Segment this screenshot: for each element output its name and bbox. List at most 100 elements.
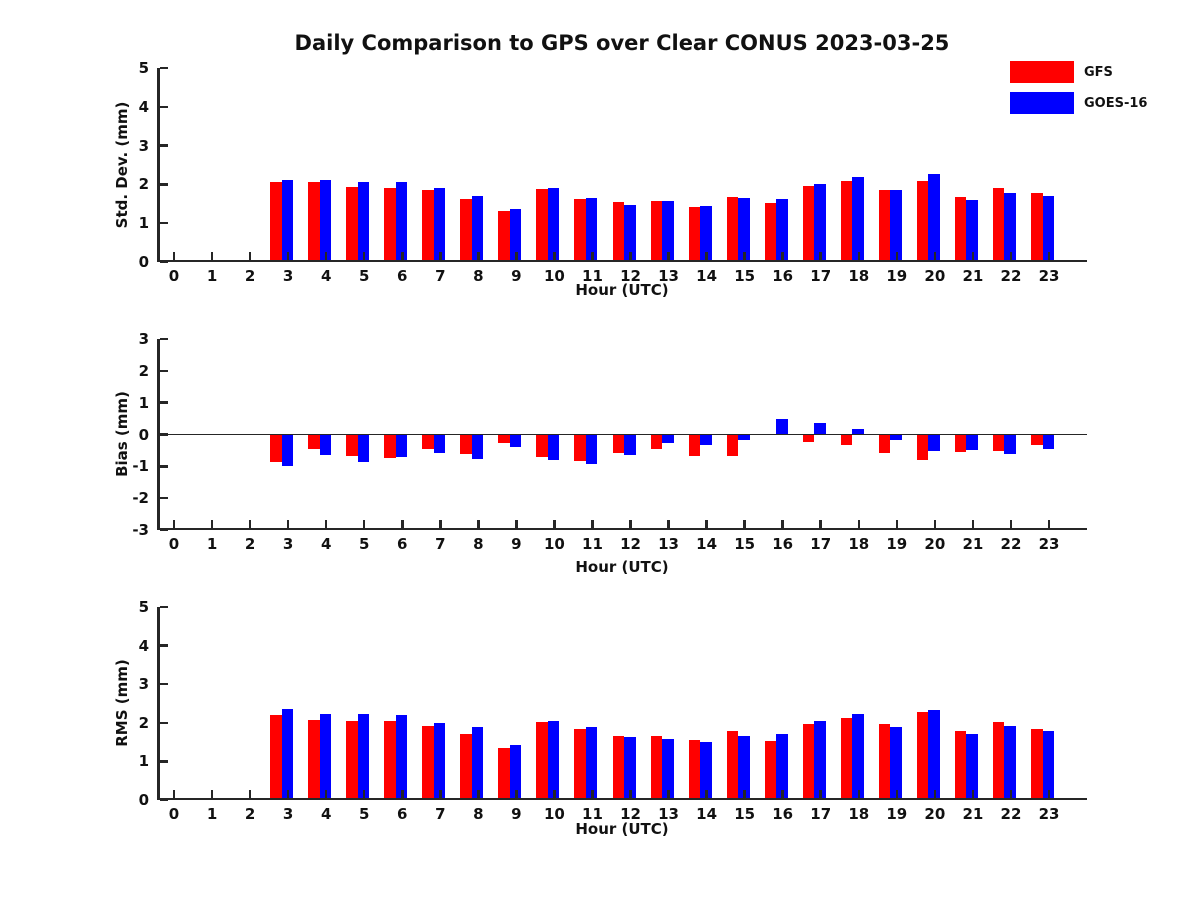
x-tick-label: 16 bbox=[772, 267, 794, 285]
x-tick-label: 22 bbox=[1000, 805, 1022, 823]
gfs-bar bbox=[688, 206, 701, 262]
goes16-bar bbox=[547, 720, 560, 800]
gfs-bar bbox=[840, 180, 853, 262]
x-tick-mark bbox=[857, 789, 861, 798]
gfs-bar bbox=[536, 722, 548, 800]
gfs-bar bbox=[726, 730, 739, 800]
gfs-bar bbox=[574, 728, 586, 800]
x-tick-mark bbox=[933, 519, 937, 528]
x-tick-mark bbox=[248, 519, 252, 528]
goes16-bar bbox=[395, 181, 408, 262]
x-tick-mark bbox=[172, 789, 176, 798]
x-tick-mark bbox=[477, 251, 480, 260]
x-tick-mark bbox=[172, 519, 176, 528]
x-tick-label: 20 bbox=[924, 267, 946, 285]
x-tick-label: 9 bbox=[511, 535, 522, 553]
legend-label-goes16: GOES-16 bbox=[1084, 95, 1148, 111]
y-tick-mark bbox=[159, 260, 168, 264]
gfs-bar bbox=[992, 187, 1005, 262]
x-tick-label: 20 bbox=[924, 805, 946, 823]
x-tick-label: 6 bbox=[397, 805, 408, 823]
gfs-bar bbox=[270, 182, 282, 262]
y-tick-mark bbox=[159, 401, 168, 404]
goes16-bar bbox=[700, 742, 712, 800]
x-tick-mark bbox=[362, 789, 366, 798]
x-tick-label: 9 bbox=[511, 267, 522, 285]
gfs-bar bbox=[460, 199, 472, 262]
goes16-bar bbox=[433, 434, 446, 453]
x-tick-label: 15 bbox=[734, 267, 756, 285]
x-tick-label: 15 bbox=[734, 535, 756, 553]
x-tick-mark bbox=[781, 789, 784, 798]
gfs-bar bbox=[346, 434, 358, 457]
goes16-bar bbox=[852, 176, 864, 262]
x-tick-label: 6 bbox=[397, 535, 408, 553]
goes16-bar bbox=[357, 434, 370, 462]
goes16-bar bbox=[547, 434, 560, 460]
gfs-bar bbox=[308, 182, 320, 262]
x-tick-label: 21 bbox=[962, 805, 984, 823]
x-tick-label: 13 bbox=[658, 267, 679, 285]
gfs-bar bbox=[346, 187, 358, 262]
gfs-bar bbox=[878, 190, 891, 262]
x-tick-label: 3 bbox=[282, 535, 294, 553]
x-tick-label: 13 bbox=[658, 535, 679, 553]
x-tick-label: 14 bbox=[696, 805, 718, 823]
goes16-bar bbox=[814, 720, 826, 800]
x-tick-mark bbox=[401, 789, 404, 798]
goes16-bar bbox=[1004, 434, 1016, 455]
gfs-bar bbox=[878, 434, 891, 453]
x-tick-mark bbox=[439, 519, 442, 528]
x-tick-mark bbox=[1009, 251, 1013, 260]
gfs-bar bbox=[422, 725, 434, 800]
gfs-bar bbox=[1031, 728, 1043, 800]
x-tick-label: 12 bbox=[620, 805, 641, 823]
x-tick-label: 1 bbox=[206, 267, 218, 285]
x-tick-mark bbox=[667, 251, 670, 260]
goes16-bar bbox=[890, 434, 902, 440]
y-tick-label: 2 bbox=[138, 361, 149, 380]
x-tick-label: 5 bbox=[358, 267, 370, 285]
y-tick-label: 3 bbox=[138, 136, 149, 155]
goes16-bar bbox=[966, 434, 978, 451]
goes16-bar bbox=[624, 737, 636, 800]
x-tick-mark bbox=[591, 251, 594, 260]
gfs-bar bbox=[270, 434, 282, 462]
gfs-bar bbox=[536, 434, 548, 458]
y-tick-mark bbox=[159, 105, 168, 109]
y-tick-mark bbox=[159, 644, 168, 647]
goes16-bar bbox=[928, 174, 940, 262]
x-tick-label: 3 bbox=[282, 805, 294, 823]
gfs-bar bbox=[422, 434, 434, 450]
goes16-bar bbox=[471, 727, 484, 800]
y-tick-label: 2 bbox=[138, 175, 149, 194]
gfs-color-swatch bbox=[1010, 61, 1074, 83]
y-tick-mark bbox=[159, 183, 168, 186]
x-tick-mark bbox=[401, 251, 404, 260]
y-tick-label: 0 bbox=[138, 253, 149, 271]
goes16-bar bbox=[281, 179, 294, 262]
x-tick-label: 4 bbox=[320, 267, 332, 285]
x-tick-mark bbox=[743, 519, 746, 528]
x-tick-label: 10 bbox=[543, 805, 565, 823]
goes16-bar bbox=[395, 714, 408, 800]
gfs-bar bbox=[574, 434, 586, 462]
x-tick-mark bbox=[629, 789, 632, 798]
x-tick-mark bbox=[439, 789, 442, 798]
x-tick-mark bbox=[286, 251, 290, 260]
goes16-bar bbox=[319, 434, 332, 455]
y-axis-line bbox=[157, 339, 160, 530]
x-tick-mark bbox=[705, 789, 708, 798]
x-tick-mark bbox=[362, 251, 366, 260]
x-tick-label: 8 bbox=[473, 267, 484, 285]
x-tick-mark bbox=[515, 251, 518, 260]
x-tick-mark bbox=[286, 519, 290, 528]
x-tick-mark bbox=[1047, 251, 1051, 260]
x-tick-label: 22 bbox=[1000, 535, 1022, 553]
gfs-bar bbox=[650, 200, 663, 262]
bias-x-axis-label: Hour (UTC) bbox=[575, 558, 669, 576]
gfs-bar bbox=[498, 434, 510, 443]
gfs-bar bbox=[308, 434, 320, 449]
x-tick-mark bbox=[439, 251, 442, 260]
x-tick-mark bbox=[591, 789, 594, 798]
